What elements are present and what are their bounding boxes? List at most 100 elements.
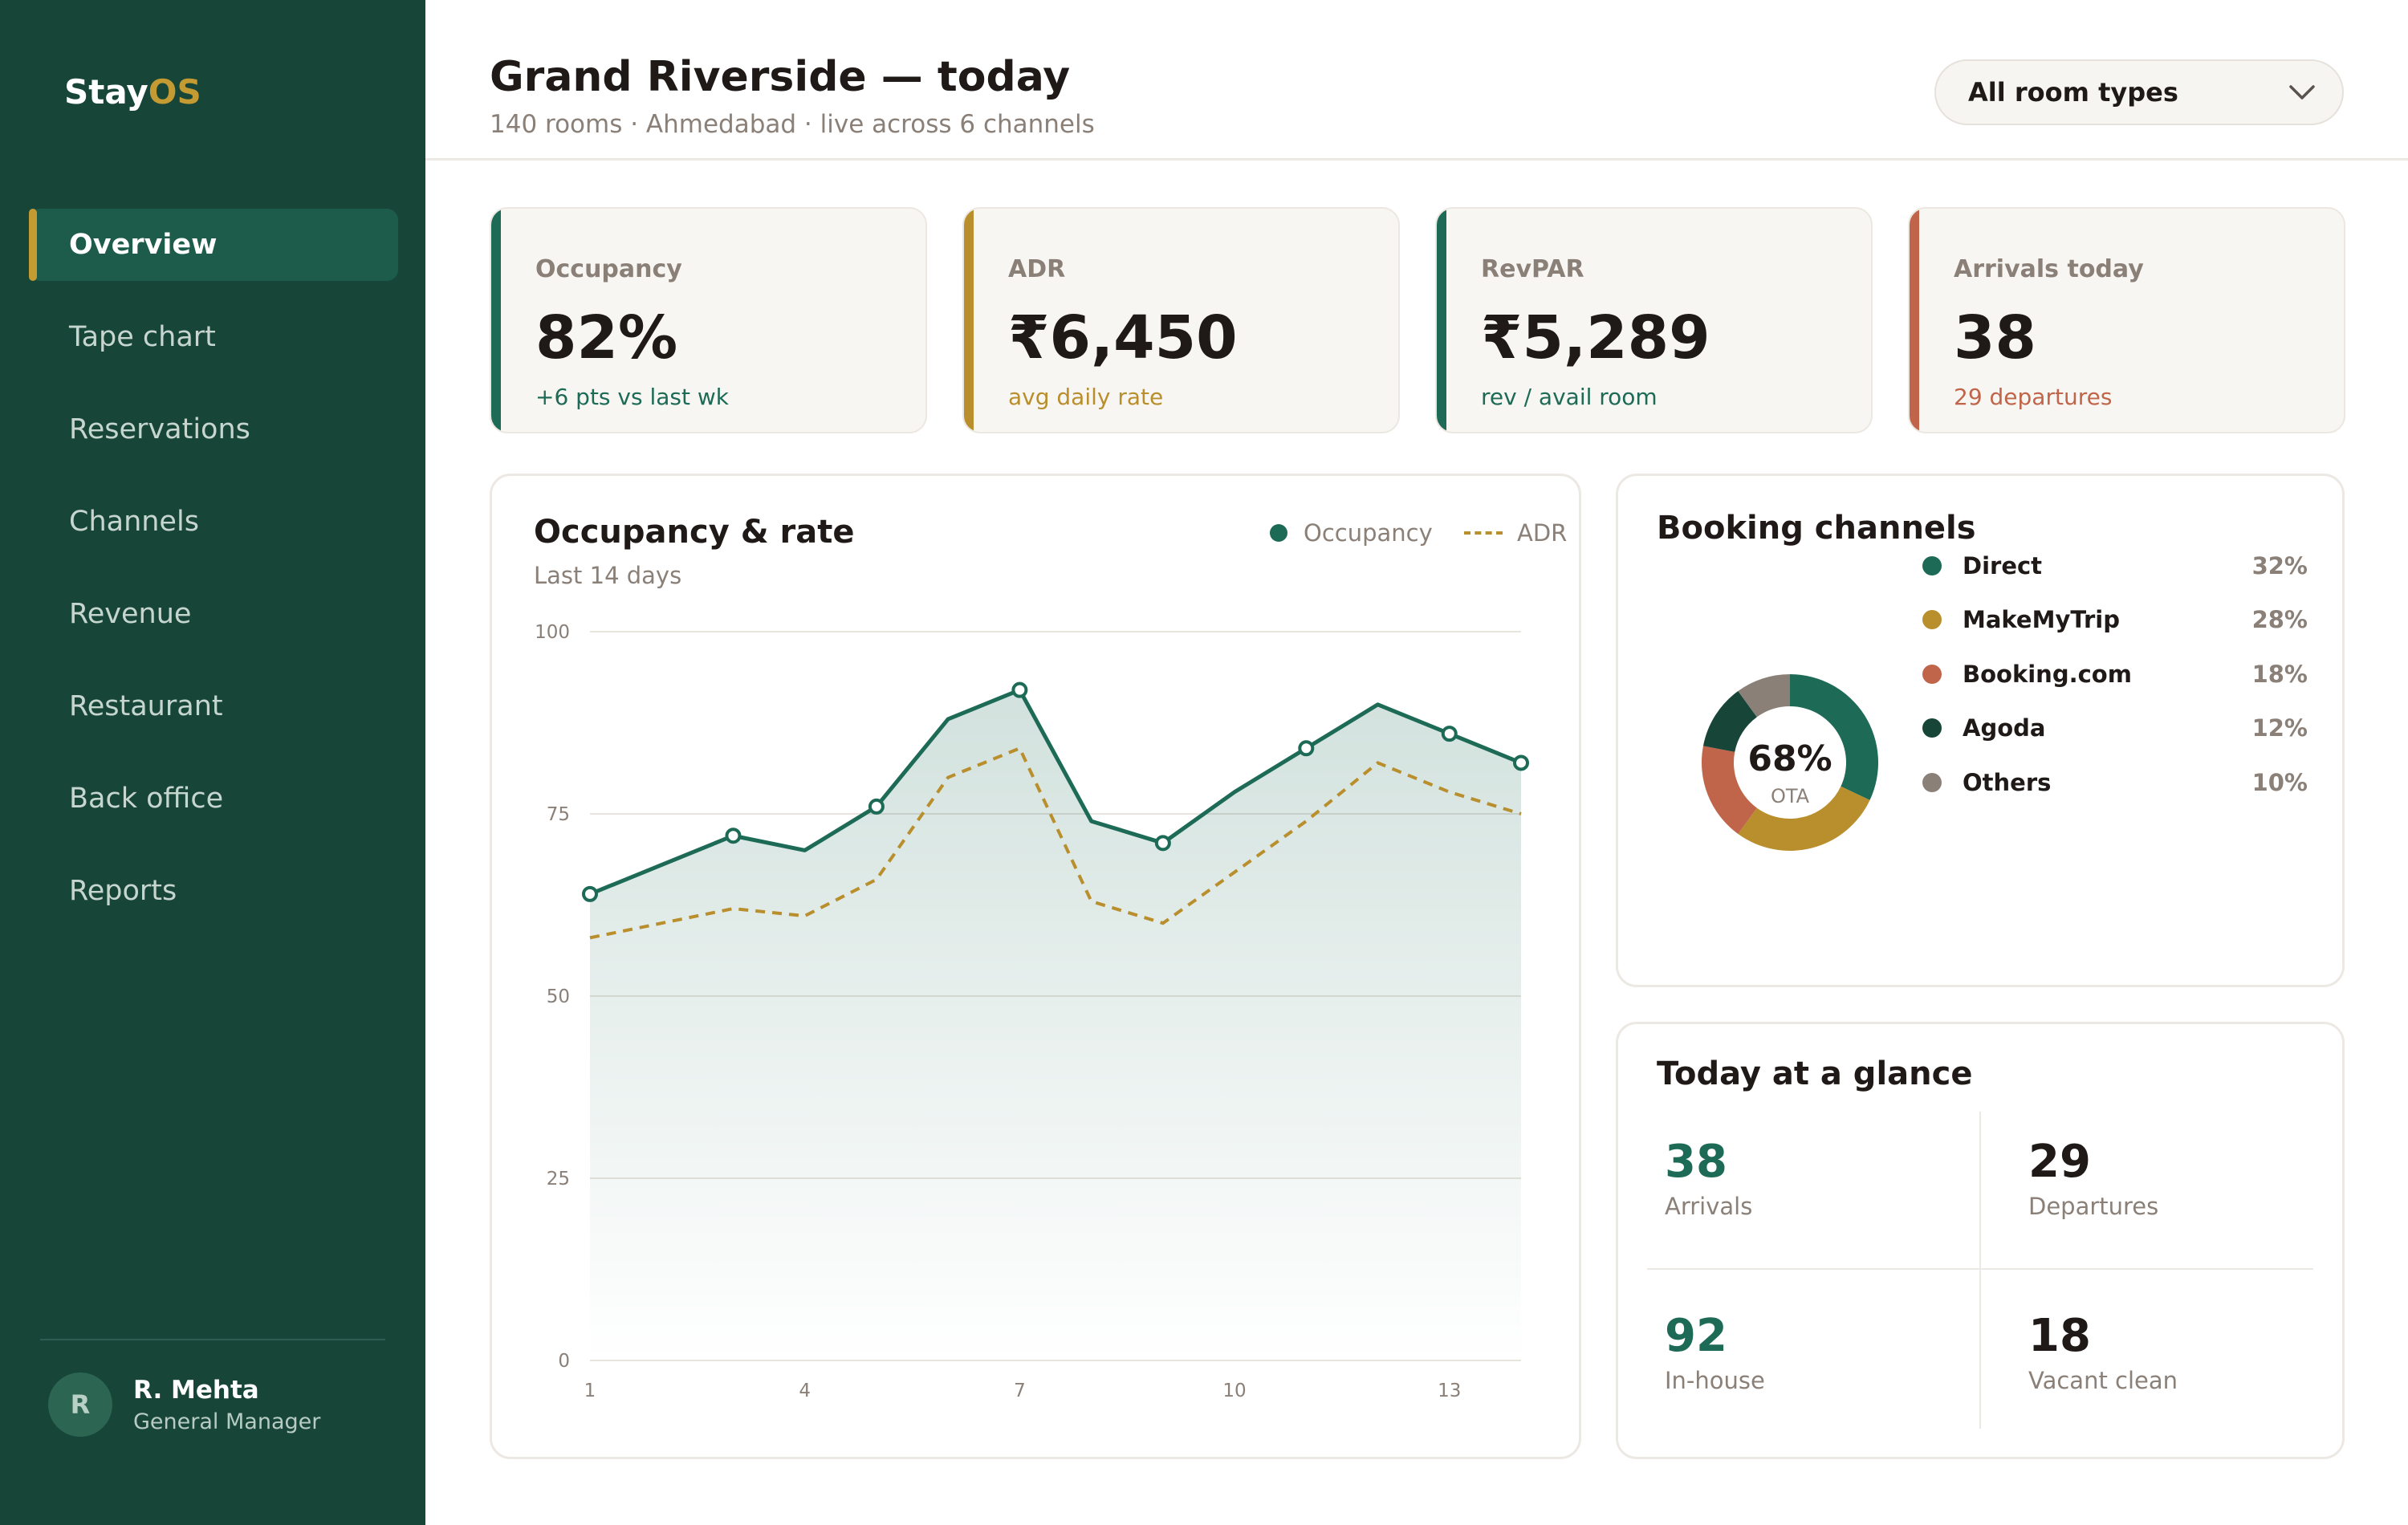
panel-title: Today at a glance: [1657, 1055, 1973, 1092]
donut-slice-makemytrip: [1738, 786, 1870, 851]
glance-horizontal-divider: [1647, 1268, 2313, 1270]
sidebar-item-restaurant[interactable]: Restaurant: [29, 670, 398, 742]
sidebar-item-label: Channels: [69, 506, 199, 538]
sidebar-item-overview[interactable]: Overview: [29, 209, 398, 281]
occupancy-point: [725, 828, 742, 844]
channel-name: Agoda: [1963, 714, 2046, 742]
channel-item-others[interactable]: Others 10%: [1922, 767, 2308, 799]
user-profile[interactable]: R R. Mehta General Manager: [48, 1372, 320, 1437]
legend-occupancy: Occupancy: [1270, 519, 1433, 547]
room-type-select[interactable]: All room types: [1934, 59, 2344, 125]
glance-label: Departures: [2028, 1193, 2159, 1220]
occupancy-point: [1154, 835, 1171, 852]
sidebar-item-back-office[interactable]: Back office: [29, 762, 398, 835]
channel-item-agoda[interactable]: Agoda 12%: [1922, 712, 2308, 744]
sidebar: StayOS Overview Tape chart Reservations …: [0, 0, 425, 1525]
user-info: R. Mehta General Manager: [133, 1376, 320, 1434]
channel-color-dot-icon: [1922, 556, 1942, 575]
sidebar-item-reports[interactable]: Reports: [29, 855, 398, 927]
glance-value: 18: [2028, 1310, 2091, 1362]
sidebar-item-revenue[interactable]: Revenue: [29, 578, 398, 650]
kpi-subtext: 29 departures: [1954, 384, 2113, 410]
legend-label: Occupancy: [1304, 519, 1433, 547]
sidebar-item-label: Reports: [69, 875, 177, 907]
panel-title: Booking channels: [1657, 510, 1976, 547]
header-divider: [425, 158, 2408, 161]
occupancy-point: [582, 885, 598, 902]
sidebar-item-label: Revenue: [69, 598, 192, 630]
kpi-value: 82%: [535, 303, 678, 372]
sidebar-item-label: Tape chart: [69, 321, 216, 353]
kpi-card-adr: ADR ₹6,450 avg daily rate: [962, 207, 1400, 433]
glance-in-house: 92 In-house: [1665, 1310, 1765, 1394]
channel-item-makemytrip[interactable]: MakeMyTrip 28%: [1922, 604, 2308, 636]
channels-donut-chart: 68% OTA: [1702, 674, 1878, 851]
kpi-label: Arrivals today: [1954, 255, 2144, 283]
donut-slice-agoda: [1702, 691, 1757, 752]
channel-color-dot-icon: [1922, 665, 1942, 684]
donut-slice-booking-com: [1702, 746, 1757, 834]
kpi-label: RevPAR: [1481, 255, 1584, 283]
kpi-label: ADR: [1008, 255, 1066, 283]
occupancy-line: [589, 688, 1522, 897]
sidebar-item-reservations[interactable]: Reservations: [29, 393, 398, 466]
sidebar-item-label: Reservations: [69, 413, 250, 445]
glance-departures: 29 Departures: [2028, 1136, 2158, 1220]
sidebar-item-channels[interactable]: Channels: [29, 486, 398, 558]
glance-value: 92: [1665, 1310, 1727, 1362]
panel-title: Occupancy & rate: [534, 514, 855, 551]
user-name: R. Mehta: [133, 1375, 259, 1405]
donut-center-label: OTA: [1771, 785, 1810, 807]
legend-adr: ADR: [1464, 519, 1567, 547]
glance-label: Arrivals: [1665, 1193, 1753, 1220]
legend-dash-icon: [1464, 531, 1503, 535]
chevron-down-icon: [2289, 85, 2315, 100]
glance-arrivals: 38 Arrivals: [1665, 1136, 1752, 1220]
glance-value: 38: [1665, 1136, 1727, 1188]
kpi-subtext: rev / avail room: [1481, 384, 1658, 410]
sidebar-item-tape-chart[interactable]: Tape chart: [29, 301, 398, 373]
channel-name: MakeMyTrip: [1963, 606, 2120, 633]
kpi-value: 38: [1954, 303, 2036, 372]
page-subtitle: 140 rooms · Ahmedabad · live across 6 ch…: [490, 110, 1095, 139]
legend-dot-icon: [1270, 524, 1287, 542]
kpi-subtext: +6 pts vs last wk: [535, 384, 729, 410]
sidebar-item-label: Back office: [69, 783, 224, 815]
glance-vacant-clean: 18 Vacant clean: [2028, 1310, 2178, 1394]
kpi-card-revpar: RevPAR ₹5,289 rev / avail room: [1435, 207, 1873, 433]
channel-percent: 28%: [2251, 606, 2308, 633]
x-tick-label: 7: [1014, 1381, 1026, 1401]
kpi-value: ₹5,289: [1481, 303, 1710, 372]
channel-item-direct[interactable]: Direct 32%: [1922, 550, 2308, 582]
occupancy-point: [868, 798, 885, 815]
y-tick-label: 100: [535, 622, 570, 643]
app-logo[interactable]: StayOS: [64, 72, 201, 112]
channel-percent: 18%: [2251, 661, 2308, 688]
kpi-card-occupancy: Occupancy 82% +6 pts vs last wk: [490, 207, 927, 433]
x-tick-label: 13: [1438, 1381, 1461, 1401]
channel-color-dot-icon: [1922, 718, 1942, 738]
user-role: General Manager: [133, 1409, 321, 1434]
kpi-subtext: avg daily rate: [1008, 384, 1164, 410]
adr-line: [589, 746, 1522, 940]
channel-percent: 10%: [2251, 769, 2308, 796]
kpi-accent-bar: [964, 209, 974, 432]
occupancy-area: [590, 689, 1521, 1360]
donut-center-value: 68%: [1747, 738, 1832, 779]
kpi-accent-bar: [1437, 209, 1446, 432]
logo-text: Stay: [64, 72, 148, 112]
glance-label: Vacant clean: [2028, 1367, 2178, 1394]
page-title: Grand Riverside — today: [490, 53, 1071, 101]
glance-vertical-divider: [1979, 1112, 1981, 1429]
sidebar-nav: Overview Tape chart Reservations Channel…: [29, 209, 398, 947]
channel-item-booking-com[interactable]: Booking.com 18%: [1922, 658, 2308, 690]
avatar: R: [48, 1372, 112, 1437]
donut-slice-others: [1738, 674, 1790, 718]
y-tick-label: 75: [547, 804, 570, 825]
glance-value: 29: [2028, 1136, 2091, 1188]
kpi-label: Occupancy: [535, 255, 682, 283]
donut-slice-direct: [1790, 674, 1878, 800]
channel-color-dot-icon: [1922, 610, 1942, 629]
occupancy-rate-chart: 0 25 50 75 100 1 4 7 10 13: [535, 622, 1529, 1401]
occupancy-point: [1298, 740, 1315, 757]
